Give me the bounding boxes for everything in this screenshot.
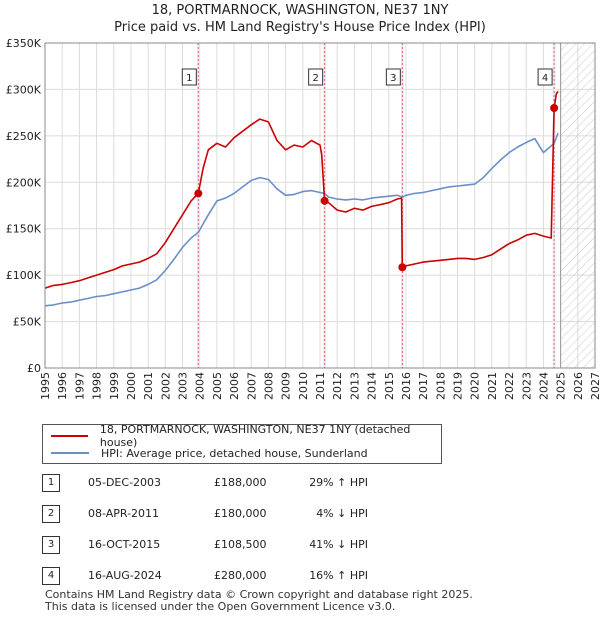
sale-box-label: 1 — [186, 73, 192, 84]
property-price-line — [44, 90, 559, 289]
x-tick-label: 2012 — [331, 372, 344, 400]
x-tick-label: 1999 — [108, 372, 121, 400]
x-tick-label: 2024 — [537, 372, 550, 400]
x-tick-label: 2016 — [400, 372, 413, 400]
x-tick-label: 2005 — [211, 372, 224, 400]
x-tick-label: 1995 — [39, 372, 52, 400]
sale-row: 2 08-APR-2011 £180,000 4% ↓ HPI — [42, 505, 462, 525]
y-tick-label: £250K — [6, 130, 42, 143]
sale-point — [398, 263, 407, 272]
plot-frame — [44, 42, 596, 369]
x-tick-label: 1997 — [73, 372, 86, 400]
sale-price: £188,000 — [214, 476, 267, 489]
x-tick-label: 2019 — [452, 372, 465, 400]
chart-title: 18, PORTMARNOCK, WASHINGTON, NE37 1NY — [151, 3, 449, 18]
sale-point — [194, 189, 203, 198]
sale-hpi-diff: 29% ↑ HPI — [309, 476, 368, 489]
footer-licence: This data is licensed under the Open Gov… — [45, 600, 396, 613]
x-tick-label: 2017 — [417, 372, 430, 400]
sale-box-label: 3 — [390, 73, 396, 84]
sale-price: £108,500 — [214, 538, 267, 551]
y-tick-label: £300K — [6, 83, 42, 96]
legend-item-property: 18, PORTMARNOCK, WASHINGTON, NE37 1NY (d… — [51, 423, 441, 449]
legend-label-property: 18, PORTMARNOCK, WASHINGTON, NE37 1NY (d… — [99, 423, 411, 449]
x-tick-label: 2026 — [572, 372, 585, 400]
sale-box-label: 2 — [312, 73, 318, 84]
legend-label-hpi: HPI: Average price, detached house, Sund… — [101, 446, 368, 460]
sale-row: 3 16-OCT-2015 £108,500 41% ↓ HPI — [42, 536, 462, 556]
y-tick-label: £350K — [6, 37, 42, 50]
x-tick-label: 2015 — [383, 372, 396, 400]
sale-number-badge: 2 — [42, 505, 60, 523]
sale-date: 05-DEC-2003 — [88, 476, 162, 489]
y-tick-label: £200K — [6, 176, 42, 189]
y-tick-label: £0 — [27, 362, 41, 375]
sale-hpi-diff: 16% ↑ HPI — [309, 569, 368, 582]
sale-hpi-diff: 41% ↓ HPI — [309, 538, 368, 551]
sale-number-box: 4 — [537, 68, 553, 86]
sale-band — [196, 43, 200, 368]
x-tick-label: 2027 — [589, 372, 600, 400]
price-chart: 1 2 3 4 £0 £50K £100K £150K £200K £250K £300K £350… — [6, 37, 600, 400]
x-tick-label: 1998 — [91, 372, 104, 400]
sale-box-frame — [308, 68, 324, 86]
forecast-hatch — [560, 43, 595, 368]
x-tick-label: 2003 — [177, 372, 190, 400]
sale-number-badge: 1 — [42, 474, 60, 492]
sale-date: 08-APR-2011 — [88, 507, 160, 520]
x-tick-label: 2008 — [262, 372, 275, 400]
x-tick-label: 2001 — [142, 372, 155, 400]
sale-date: 16-OCT-2015 — [88, 538, 161, 551]
sale-row: 4 16-AUG-2024 £280,000 16% ↑ HPI — [42, 567, 462, 587]
hpi-line — [44, 132, 559, 307]
sale-date: 16-AUG-2024 — [88, 569, 162, 582]
x-tick-label: 2011 — [314, 372, 327, 400]
chart-subtitle: Price paid vs. HM Land Registry's House … — [114, 20, 486, 35]
x-tick-label: 2014 — [366, 372, 379, 400]
legend-swatch-property — [51, 435, 88, 437]
y-tick-label: £100K — [6, 269, 42, 282]
legend-item-hpi: HPI: Average price, detached house, Sund… — [51, 445, 368, 461]
x-tick-label: 2009 — [280, 372, 293, 400]
legend-swatch-hpi — [51, 452, 89, 454]
x-tick-label: 2000 — [125, 372, 138, 400]
x-tick-label: 2022 — [503, 372, 516, 400]
sale-point — [550, 104, 559, 112]
x-tick-label: 2010 — [297, 372, 310, 400]
x-tick-label: 2018 — [434, 372, 447, 400]
sale-number-box: 1 — [181, 68, 197, 86]
sale-row: 1 05-DEC-2003 £188,000 29% ↑ HPI — [42, 474, 462, 494]
x-tick-label: 2023 — [520, 372, 533, 400]
sale-box-frame — [385, 68, 401, 86]
sale-price: £180,000 — [214, 507, 267, 520]
sale-box-frame — [537, 68, 553, 86]
x-tick-label: 2006 — [228, 372, 241, 400]
sale-box-label: 4 — [542, 73, 548, 84]
sale-box-frame — [181, 68, 197, 86]
sale-point — [320, 196, 329, 205]
x-tick-label: 2025 — [555, 372, 568, 400]
x-tick-label: 1996 — [56, 372, 69, 400]
sale-band — [552, 43, 556, 368]
sale-hpi-diff: 4% ↓ HPI — [316, 507, 368, 520]
x-tick-label: 2002 — [159, 372, 172, 400]
sale-price: £280,000 — [214, 569, 267, 582]
x-tick-label: 2013 — [348, 372, 361, 400]
x-tick-label: 2004 — [194, 372, 207, 400]
x-tick-label: 2007 — [245, 372, 258, 400]
sale-band — [323, 43, 327, 368]
x-tick-label: 2021 — [486, 372, 499, 400]
legend: 18, PORTMARNOCK, WASHINGTON, NE37 1NY (d… — [42, 423, 442, 464]
y-tick-label: £50K — [13, 316, 42, 329]
sale-number-badge: 4 — [42, 567, 60, 585]
sale-number-box: 2 — [308, 68, 324, 86]
y-tick-label: £150K — [6, 223, 42, 236]
footer-copyright: Contains HM Land Registry data © Crown c… — [45, 588, 473, 601]
x-tick-label: 2020 — [469, 372, 482, 400]
sale-number-box: 3 — [385, 68, 401, 86]
sale-number-badge: 3 — [42, 536, 60, 554]
